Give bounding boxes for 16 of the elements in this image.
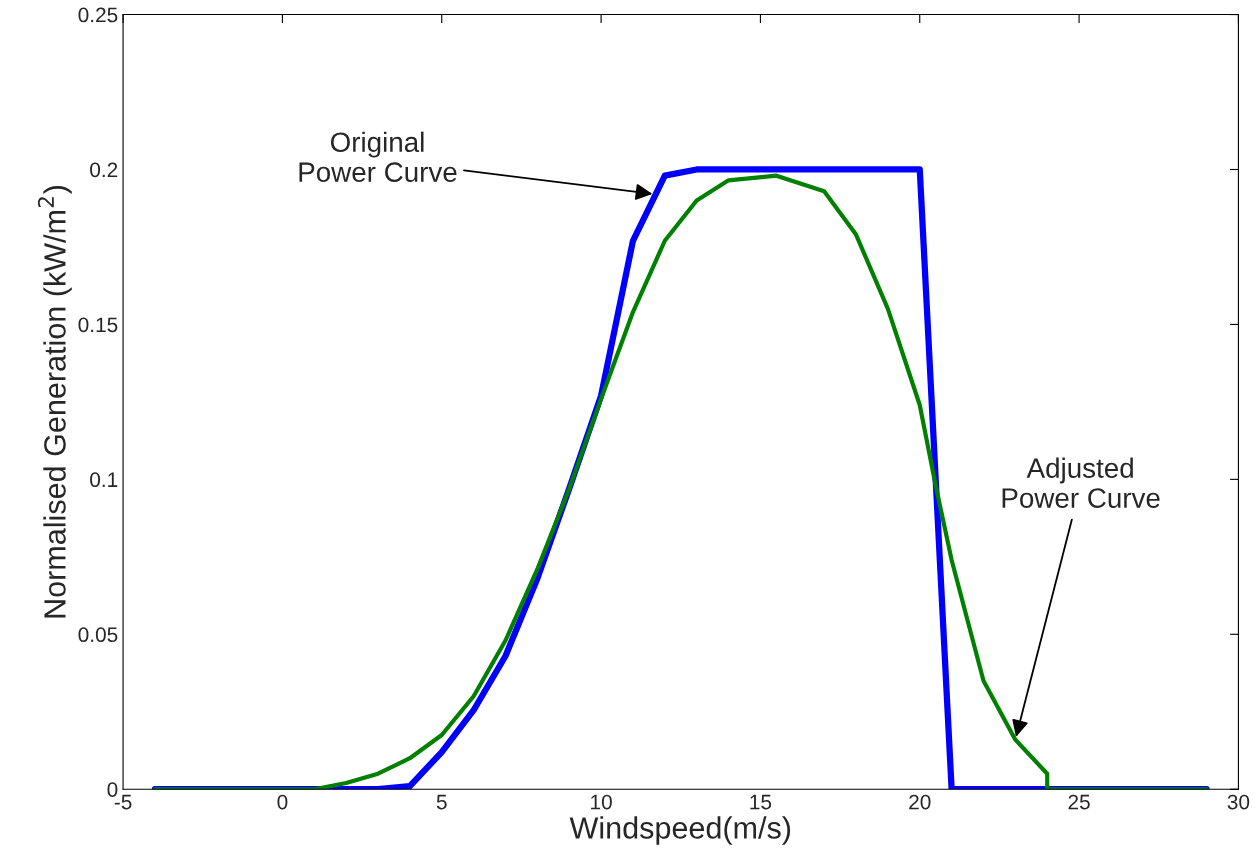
x-tick-label: 20 bbox=[909, 794, 931, 810]
y-tick-label: 0.15 bbox=[78, 317, 118, 333]
x-tick-label: 15 bbox=[750, 794, 772, 810]
y-axis-title: Normalised Generation (kW/m$^{2}$) bbox=[37, 185, 72, 618]
y-tick-label: 0.2 bbox=[90, 162, 118, 178]
y-tick-label: 0.05 bbox=[78, 627, 118, 643]
x-axis-title: Windspeed(m/s) bbox=[569, 816, 791, 845]
x-tick-label: 5 bbox=[436, 794, 447, 810]
annotation: Original Power Curve bbox=[299, 131, 457, 182]
x-tick-label: 10 bbox=[591, 794, 612, 810]
x-tick-label: 30 bbox=[1227, 794, 1250, 810]
y-tick-label: 0.1 bbox=[90, 472, 118, 488]
y-tick-label: 0.25 bbox=[78, 7, 118, 23]
annotation: Adjusted Power Curve bbox=[1002, 457, 1160, 508]
x-tick-label: 25 bbox=[1068, 794, 1090, 810]
x-tick-label: 0 bbox=[277, 794, 288, 810]
